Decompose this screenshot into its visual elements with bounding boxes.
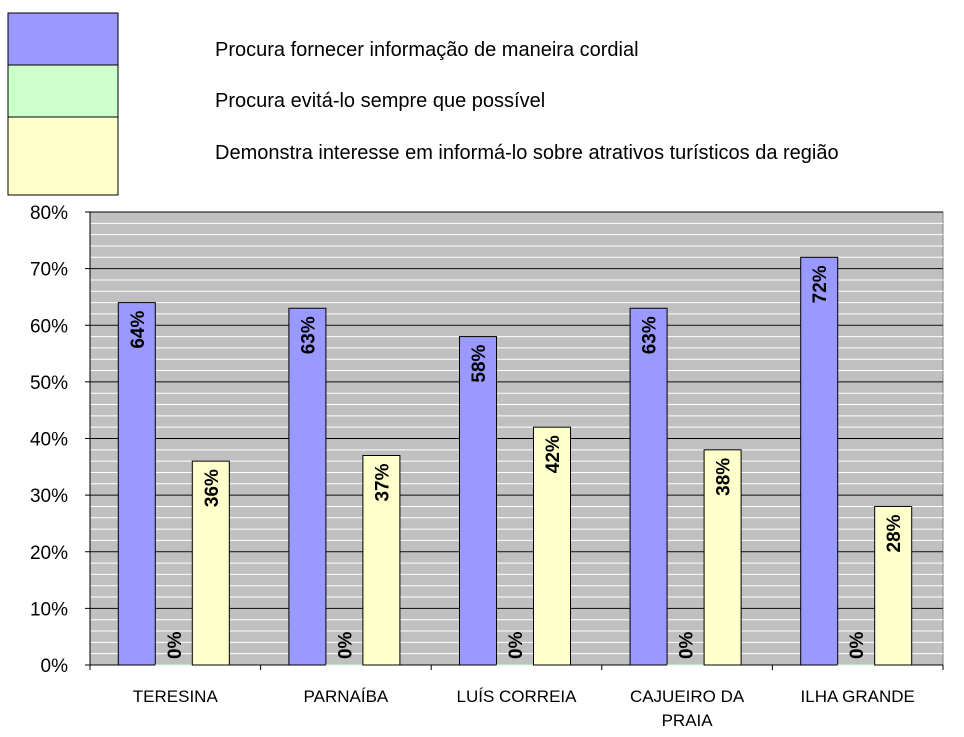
y-tick-label: 40% <box>30 430 68 451</box>
data-label: 28% <box>884 514 905 552</box>
y-tick-label: 30% <box>30 486 68 507</box>
bar <box>362 454 401 666</box>
data-label: 0% <box>165 631 186 659</box>
y-tick-label: 0% <box>41 656 69 677</box>
x-tick-label: TERESINA <box>132 687 218 706</box>
bar <box>800 256 839 666</box>
bar <box>533 426 571 666</box>
legend-label: Procura fornecer informação de maneira c… <box>215 39 639 61</box>
x-tick-label: LUÍS CORREIA <box>456 687 577 706</box>
y-tick-label: 50% <box>30 373 68 394</box>
legend-label: Procura evitá-lo sempre que possível <box>215 90 546 112</box>
legend-swatch <box>7 12 119 66</box>
data-label: 42% <box>543 435 564 473</box>
data-label: 63% <box>640 316 661 354</box>
data-label: 0% <box>335 631 356 659</box>
data-label: 38% <box>714 458 735 496</box>
bar <box>703 449 742 666</box>
bar <box>459 336 497 666</box>
data-label: 0% <box>506 631 527 659</box>
legend-label: Demonstra interesse em informá-lo sobre … <box>215 142 839 164</box>
data-label: 37% <box>372 463 393 501</box>
data-label: 58% <box>469 344 490 382</box>
bar <box>629 307 668 666</box>
data-label: 63% <box>298 316 319 354</box>
bar <box>874 505 913 666</box>
bar <box>288 307 327 666</box>
x-tick-label: PARNAÍBA <box>303 687 389 706</box>
x-tick-label: ILHA GRANDE <box>800 687 915 706</box>
x-tick-label: CAJUEIRO DA PRAIA <box>629 687 745 730</box>
data-label: 64% <box>128 310 149 348</box>
y-tick-label: 80% <box>30 203 68 224</box>
legend-swatch <box>7 116 119 196</box>
data-label: 0% <box>677 631 698 659</box>
data-label: 36% <box>202 469 223 507</box>
data-label: 0% <box>847 631 868 659</box>
data-label: 72% <box>810 265 831 303</box>
bar <box>117 302 156 666</box>
y-tick-label: 70% <box>30 260 68 281</box>
bar <box>191 460 230 666</box>
y-tick-label: 10% <box>30 599 68 620</box>
y-tick-label: 60% <box>30 316 68 337</box>
legend-swatch <box>7 64 119 118</box>
y-tick-label: 20% <box>30 543 68 564</box>
